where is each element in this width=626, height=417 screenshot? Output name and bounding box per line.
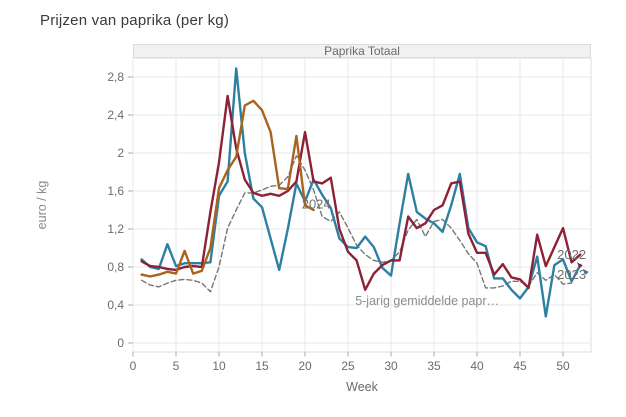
x-tick-label: 15 [255,359,269,373]
label-2023: 2023 [557,267,586,282]
x-tick-label: 5 [173,359,180,373]
y-tick-label: 2,8 [107,70,124,84]
label-2022: 2022 [557,247,586,262]
label-avg: 5-jarig gemiddelde papr… [355,294,499,308]
x-axis-tick-labels: 0 5 10 15 20 25 30 35 40 45 50 [130,359,570,373]
label-2024: 2024 [302,196,331,211]
plot-area[interactable] [132,57,592,353]
annotation-arrow [582,268,589,275]
x-tick-label: 35 [427,359,441,373]
y-tick-label: 1,2 [107,222,124,236]
series-line-5-jarig-gemiddelde-paprika[interactable] [140,155,573,293]
x-axis-title: Week [346,380,378,394]
x-tick-label: 10 [212,359,226,373]
y-tick-label: 0,4 [107,298,124,312]
x-tick-label: 0 [130,359,137,373]
tick-marks [128,76,564,357]
y-tick-label: 2 [117,146,124,160]
series-line-2022[interactable] [140,94,582,291]
x-tick-label: 25 [341,359,355,373]
y-axis-tick-labels: 0 0,4 0,8 1,2 1,6 2 2,4 2,8 [107,70,124,350]
annotation-arrow [576,262,583,269]
x-tick-label: 20 [298,359,312,373]
x-tick-label: 45 [513,359,527,373]
y-tick-label: 0,8 [107,260,124,274]
x-tick-label: 30 [384,359,398,373]
x-tick-label: 40 [470,359,484,373]
y-tick-label: 2,4 [107,108,124,122]
series-line-2024[interactable] [140,99,315,278]
y-axis-title: euro / kg [35,181,49,230]
gridlines [132,58,591,352]
page-title: Prijzen van paprika (per kg) [40,12,230,29]
y-tick-label: 1,6 [107,184,124,198]
x-tick-label: 50 [556,359,570,373]
panel-title: Paprika Totaal [324,44,400,58]
series-line-2023[interactable] [140,67,582,318]
y-tick-label: 0 [117,336,124,350]
